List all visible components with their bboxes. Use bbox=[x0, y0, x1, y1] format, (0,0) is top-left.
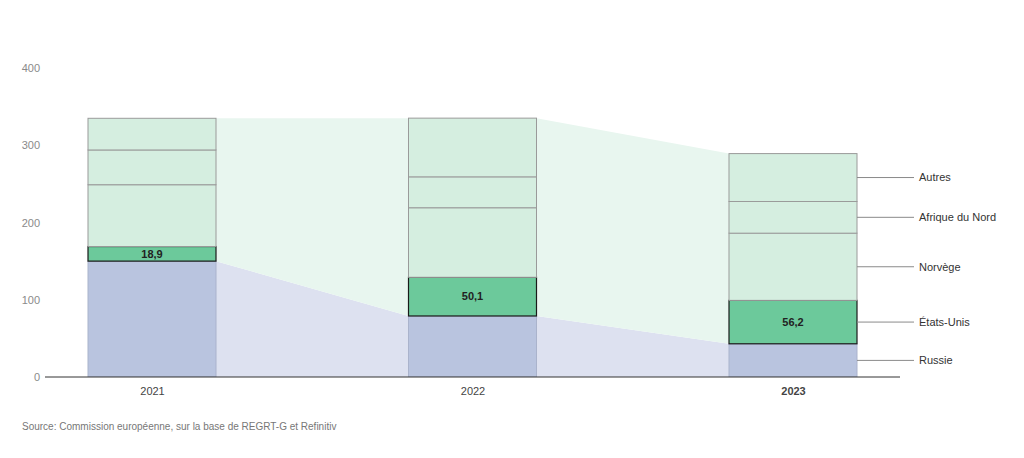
bar-segment bbox=[88, 261, 216, 377]
legend-leader bbox=[857, 322, 914, 323]
y-tick: 400 bbox=[22, 62, 43, 74]
legend-label: Russie bbox=[919, 354, 953, 366]
legend-leader bbox=[857, 217, 914, 218]
bar-segment bbox=[729, 154, 857, 202]
bar-segment bbox=[88, 247, 216, 262]
bar-segment bbox=[409, 316, 537, 377]
source-note: Source: Commission européenne, sur la ba… bbox=[22, 421, 336, 432]
legend-label: Afrique du Nord bbox=[919, 211, 996, 223]
x-tick: 2023 bbox=[781, 377, 805, 397]
x-tick-label: 2022 bbox=[461, 385, 485, 397]
x-axis-line bbox=[45, 377, 900, 378]
y-tick-label: 200 bbox=[22, 217, 40, 229]
y-tick: 300 bbox=[22, 139, 43, 151]
x-tick-label: 2023 bbox=[781, 385, 805, 397]
x-axis-domain bbox=[153, 377, 794, 378]
bar-segment bbox=[409, 177, 537, 208]
bar-segment bbox=[729, 233, 857, 300]
bar-segment bbox=[729, 344, 857, 377]
y-tick: 0 bbox=[34, 371, 43, 383]
legend-label: Norvège bbox=[919, 261, 961, 273]
bar-segment bbox=[88, 150, 216, 185]
x-axis: 2021 2022 2023 bbox=[140, 377, 805, 397]
flow-band-top bbox=[216, 118, 409, 316]
bar-segment bbox=[409, 277, 537, 316]
flow-band-top bbox=[537, 118, 730, 344]
bar-segment bbox=[409, 118, 537, 177]
legend-leader bbox=[857, 177, 914, 178]
bar-segment bbox=[88, 185, 216, 247]
data-label: 50,1 bbox=[462, 290, 483, 302]
bar-segment bbox=[729, 201, 857, 233]
y-tick: 200 bbox=[22, 217, 43, 229]
bar-segment bbox=[409, 208, 537, 278]
y-axis-domain bbox=[43, 69, 44, 378]
legend-leader bbox=[857, 360, 914, 361]
y-tick-label: 0 bbox=[34, 371, 40, 383]
chart-svg: 18,9 50,1 56,2 0 100 200 300 400 2021 2022 2023 Rus… bbox=[0, 0, 1024, 458]
bar-segment bbox=[729, 300, 857, 343]
x-tick: 2022 bbox=[461, 377, 485, 397]
y-tick: 100 bbox=[22, 294, 43, 306]
y-tick-label: 400 bbox=[22, 62, 40, 74]
data-label: 18,9 bbox=[141, 248, 162, 260]
legend-label: États-Unis bbox=[919, 316, 970, 328]
legend-label: Autres bbox=[919, 171, 951, 183]
y-tick-label: 300 bbox=[22, 139, 40, 151]
y-axis: 0 100 200 300 400 bbox=[22, 62, 44, 383]
bar-segment bbox=[88, 118, 216, 150]
plot-area bbox=[88, 118, 857, 377]
y-tick-label: 100 bbox=[22, 294, 40, 306]
x-tick-label: 2021 bbox=[140, 385, 164, 397]
legend-leader bbox=[857, 266, 914, 267]
data-label: 56,2 bbox=[782, 316, 803, 328]
x-tick: 2021 bbox=[140, 377, 164, 397]
